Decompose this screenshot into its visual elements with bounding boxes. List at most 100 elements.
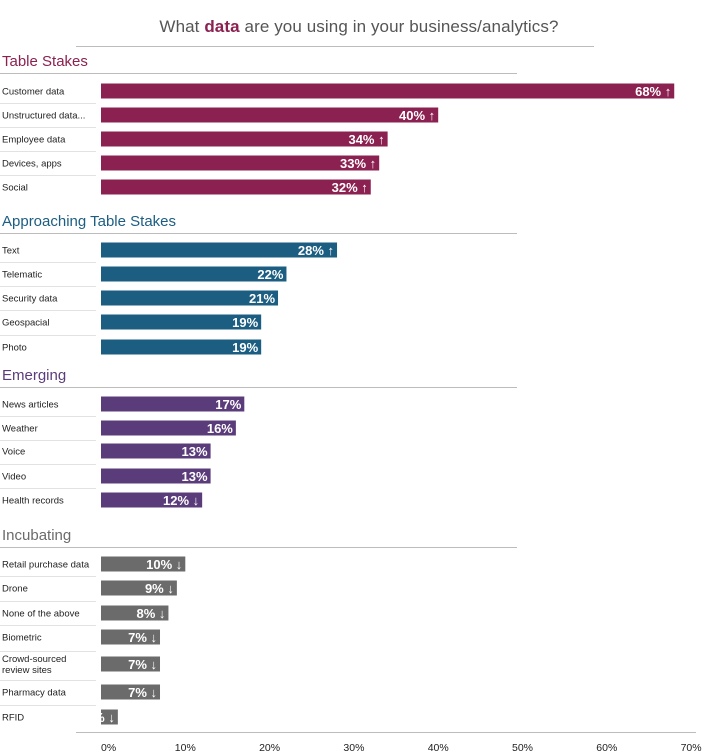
bar xyxy=(101,709,118,725)
bar-row: Geospacial 19% xyxy=(0,314,262,336)
bar-row: Video 13% xyxy=(0,468,211,489)
group-emerging: Emerging News articles 17% Weather 16% Voice 1… xyxy=(0,367,517,508)
x-tick-label: 30% xyxy=(343,742,364,754)
bar-row: Pharmacy data 7% ↓ xyxy=(0,684,161,706)
row-separator xyxy=(0,262,96,263)
category-label: Employee data xyxy=(2,135,66,146)
x-axis-line xyxy=(76,732,696,733)
category-label: Retail purchase data xyxy=(2,560,90,571)
bar xyxy=(101,556,186,572)
group-table-stakes: Table Stakes Customer data 68% ↑ Unstructur… xyxy=(0,53,675,195)
row-separator xyxy=(0,625,96,626)
data-label: 40% ↑ xyxy=(399,108,435,123)
data-label: 7% ↓ xyxy=(128,685,157,700)
bar xyxy=(101,242,338,258)
group-header: Approaching Table Stakes xyxy=(2,213,176,230)
category-label: None of the above xyxy=(2,609,80,620)
bar-row: Telematic 22% xyxy=(0,266,287,287)
row-separator xyxy=(0,601,96,602)
x-tick-label: 0% xyxy=(101,742,116,754)
data-label: 9% ↓ xyxy=(145,581,174,596)
bar-row: Crowd-sourced review sites 7% ↓ xyxy=(0,654,161,681)
row-separator xyxy=(0,416,96,417)
category-label: Voice xyxy=(2,447,25,458)
bar-row: Photo 19% xyxy=(2,339,262,355)
title-suffix: are you using in your business/analytics… xyxy=(239,17,559,36)
row-separator xyxy=(0,488,96,489)
data-label: 13% xyxy=(182,469,208,484)
category-label: Video xyxy=(2,472,26,483)
category-label: Pharmacy data xyxy=(2,688,67,699)
data-label: 19% xyxy=(232,315,258,330)
data-label: 12% ↓ xyxy=(163,493,199,508)
row-separator xyxy=(0,705,96,706)
bar xyxy=(101,107,439,123)
category-label: Geospacial xyxy=(2,318,50,329)
group-header-rule xyxy=(0,233,517,234)
category-label: RFID xyxy=(2,713,24,724)
bar-row: News articles 17% xyxy=(0,396,245,417)
bar-row: Devices, apps 33% ↑ xyxy=(0,155,380,176)
data-label: 19% xyxy=(232,340,258,355)
category-label: Crowd-sourced review sites xyxy=(2,654,66,676)
bar-row: Text 28% ↑ xyxy=(0,242,338,263)
row-separator xyxy=(0,576,96,577)
bar-row: Drone 9% ↓ xyxy=(0,580,177,602)
data-label: 13% xyxy=(182,444,208,459)
x-tick-label: 20% xyxy=(259,742,280,754)
bar-row: None of the above 8% ↓ xyxy=(0,605,169,626)
bar-row: Customer data 68% ↑ xyxy=(0,83,675,104)
category-label: Biometric xyxy=(2,633,42,644)
bar xyxy=(101,396,245,412)
category-label: Social xyxy=(2,183,28,194)
x-axis: 0% 10% 20% 30% 40% 50% 60% 70% xyxy=(76,732,702,754)
bar xyxy=(101,629,161,645)
bar-row: Biometric 7% ↓ xyxy=(0,629,161,652)
category-label: Health records xyxy=(2,496,64,507)
data-label: 34% ↑ xyxy=(348,132,384,147)
category-label: Unstructured data... xyxy=(2,111,85,122)
row-separator xyxy=(0,175,96,176)
data-label: 68% ↑ xyxy=(635,84,671,99)
row-separator xyxy=(0,286,96,287)
group-header-rule xyxy=(0,547,517,548)
group-header: Table Stakes xyxy=(2,53,88,70)
bar xyxy=(101,420,236,436)
bar xyxy=(101,339,262,355)
bar xyxy=(101,179,371,195)
bar-row: Unstructured data... 40% ↑ xyxy=(0,107,439,128)
category-label: Security data xyxy=(2,294,58,305)
bar xyxy=(101,684,161,700)
category-label: Telematic xyxy=(2,270,42,281)
category-label: Photo xyxy=(2,343,27,354)
row-separator xyxy=(0,335,96,336)
bar xyxy=(101,83,675,99)
row-separator xyxy=(0,680,96,681)
data-label: 2% ↓ xyxy=(86,710,115,725)
bar-row: Health records 12% ↓ xyxy=(2,492,203,508)
x-tick-label: 40% xyxy=(428,742,449,754)
x-tick-label: 10% xyxy=(175,742,196,754)
bar xyxy=(101,266,287,282)
bar xyxy=(101,468,211,484)
data-label: 7% ↓ xyxy=(128,630,157,645)
data-label: 22% xyxy=(257,267,283,282)
bar xyxy=(101,580,177,596)
category-label: Devices, apps xyxy=(2,159,62,170)
category-label: Weather xyxy=(2,424,38,435)
data-label: 33% ↑ xyxy=(340,156,376,171)
category-label: Drone xyxy=(2,584,28,595)
bar xyxy=(101,290,279,306)
data-label: 21% xyxy=(249,291,275,306)
group-header-rule xyxy=(0,73,517,74)
bar-row: Weather 16% xyxy=(0,420,236,441)
x-tick-label: 70% xyxy=(681,742,702,754)
row-separator xyxy=(0,103,96,104)
group-header: Incubating xyxy=(2,527,71,544)
bar xyxy=(101,443,211,459)
bar xyxy=(101,131,388,147)
bar-row: Social 32% ↑ xyxy=(2,179,371,195)
x-tick-label: 60% xyxy=(596,742,617,754)
bar xyxy=(101,314,262,330)
category-label: News articles xyxy=(2,400,59,411)
